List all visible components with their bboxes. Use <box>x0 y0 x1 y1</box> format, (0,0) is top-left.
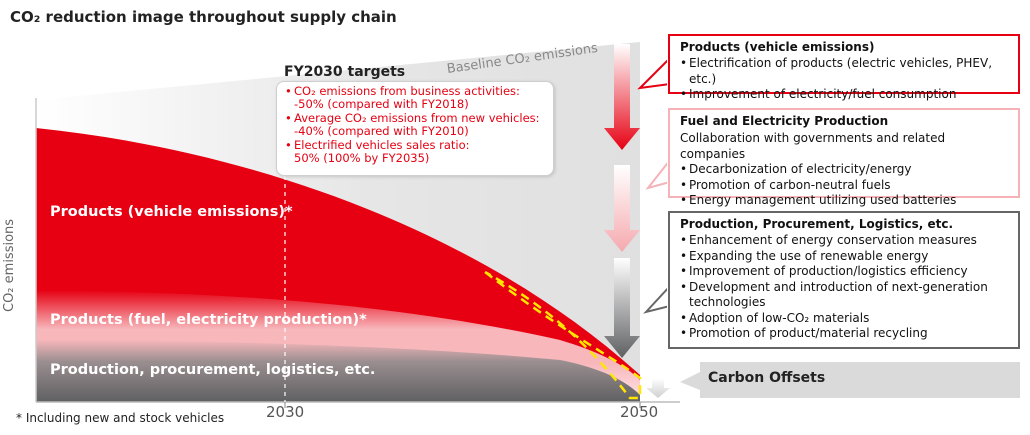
target-line2: -40% (compared with FY2010) <box>294 124 469 138</box>
list-item: Promotion of carbon-neutral fuels <box>680 178 1008 194</box>
list-item: Electrification of products (electric ve… <box>680 56 1008 87</box>
callout-tail-fuel <box>645 157 671 190</box>
target-line1: Average CO₂ emissions from new vehicles: <box>294 111 540 125</box>
arrow-red <box>604 44 640 150</box>
bullet-icon: • <box>285 111 292 125</box>
production-band <box>36 340 640 402</box>
y-axis-label: CO₂ emissions <box>2 218 17 312</box>
target-item: • Average CO₂ emissions from new vehicle… <box>285 112 545 138</box>
target-line1: Electrified vehicles sales ratio: <box>294 138 470 152</box>
band-label-production: Production, procurement, logistics, etc. <box>50 362 376 378</box>
products-box-title: Products (vehicle emissions) <box>680 40 875 54</box>
band-label-products-fuel: Products (fuel, electricity production)* <box>50 312 367 328</box>
carbon-offsets-label: Carbon Offsets <box>708 370 826 386</box>
target-item: • Electrified vehicles sales ratio: 50% … <box>285 139 545 165</box>
list-item: Improvement of electricity/fuel consumpt… <box>680 87 1008 103</box>
production-box-list: Enhancement of energy conservation measu… <box>680 233 1008 342</box>
callout-tail-production <box>642 283 671 314</box>
fuel-box-list: Decarbonization of electricity/energy Pr… <box>680 162 1008 209</box>
list-item: Enhancement of energy conservation measu… <box>680 233 1008 249</box>
list-item: Development and introduction of next-gen… <box>680 280 1008 311</box>
x-tick-2050: 2050 <box>620 403 659 421</box>
carbon-offsets-box <box>700 362 1020 398</box>
arrow-gray <box>604 258 640 358</box>
target-item: • CO₂ emissions from business activities… <box>285 85 545 111</box>
list-item: Decarbonization of electricity/energy <box>680 162 1008 178</box>
fy2030-title: FY2030 targets <box>284 64 406 80</box>
bullet-icon: • <box>285 138 292 152</box>
residual-dash <box>484 270 642 400</box>
list-item: Promotion of product/material recycling <box>680 326 1008 342</box>
fuel-box-title: Fuel and Electricity Production <box>680 114 889 128</box>
list-item: Improvement of production/logistics effi… <box>680 264 1008 280</box>
production-box-title: Production, Procurement, Logistics, etc. <box>680 217 954 231</box>
fuel-box-subtitle: Collaboration with governments and relat… <box>680 131 946 161</box>
list-item: Adoption of low-CO₂ materials <box>680 311 1008 327</box>
x-tick-2030: 2030 <box>266 403 305 421</box>
target-line1: CO₂ emissions from business activities: <box>294 84 520 98</box>
products-box-list: Electrification of products (electric ve… <box>680 56 1008 103</box>
callout-tail-offsets <box>680 372 700 390</box>
arrow-offset <box>646 378 670 398</box>
band-label-products-vehicle: Products (vehicle emissions)* <box>50 204 293 220</box>
page-title: CO₂ reduction image throughout supply ch… <box>10 8 397 26</box>
list-item: Expanding the use of renewable energy <box>680 249 1008 265</box>
production-measures-box: Production, Procurement, Logistics, etc.… <box>668 211 1020 349</box>
bullet-icon: • <box>285 84 292 98</box>
footnote: * Including new and stock vehicles <box>16 411 225 425</box>
target-line2: 50% (100% by FY2035) <box>294 151 430 165</box>
arrow-pink <box>604 165 640 252</box>
fuel-measures-box: Fuel and Electricity Production Collabor… <box>668 108 1020 208</box>
target-line2: -50% (compared with FY2018) <box>294 97 469 111</box>
products-measures-box: Products (vehicle emissions) Electrifica… <box>668 34 1020 102</box>
fy2030-targets-box: • CO₂ emissions from business activities… <box>276 81 554 176</box>
callout-tail-products <box>637 55 671 90</box>
list-item: Energy management utilizing used batteri… <box>680 193 1008 209</box>
